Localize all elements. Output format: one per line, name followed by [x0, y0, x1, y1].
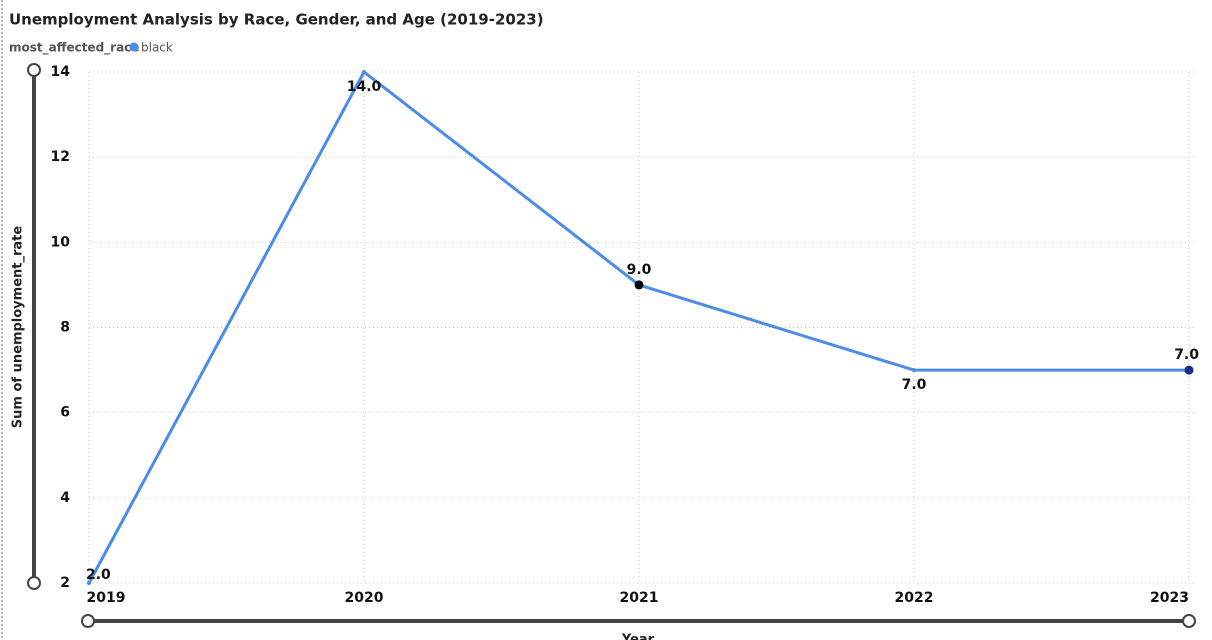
data-label: 9.0 [627, 262, 652, 278]
x-tick-label: 2019 [87, 590, 126, 606]
x-tick-label: 2020 [345, 590, 384, 606]
legend-marker[interactable] [129, 42, 139, 52]
y-range-slider[interactable] [27, 63, 41, 590]
data-label: 7.0 [902, 377, 927, 393]
slider-handle[interactable] [1182, 614, 1196, 628]
y-tick-label: 8 [60, 320, 70, 336]
y-axis-title: Sum of unemployment_rate [11, 226, 26, 429]
slider-handle[interactable] [27, 63, 41, 77]
y-tick-label: 6 [60, 405, 70, 421]
y-tick-label: 2 [60, 575, 70, 591]
x-tick-label: 2022 [895, 590, 934, 606]
x-tick-label: 2023 [1150, 590, 1189, 606]
legend-title: most_affected_race [9, 41, 139, 56]
data-label: 7.0 [1174, 347, 1199, 363]
legend-label[interactable]: black [141, 41, 173, 55]
data-point[interactable] [912, 368, 916, 373]
y-tick-label: 14 [51, 64, 71, 80]
y-tick-label: 10 [51, 234, 71, 250]
x-range-slider[interactable] [81, 614, 1196, 628]
data-point[interactable] [87, 581, 91, 585]
slider-handle[interactable] [27, 576, 41, 590]
x-tick-label: 2021 [620, 590, 659, 606]
data-point[interactable] [634, 280, 644, 290]
data-label: 2.0 [86, 567, 111, 583]
slider-handle[interactable] [81, 614, 95, 628]
data-point[interactable] [1184, 365, 1194, 375]
data-point[interactable] [362, 70, 366, 74]
y-tick-label: 4 [60, 490, 70, 506]
y-tick-label: 12 [51, 149, 70, 165]
x-axis-title: Year [621, 633, 655, 640]
data-label: 14.0 [347, 79, 382, 95]
chart-title: Unemployment Analysis by Race, Gender, a… [9, 11, 544, 29]
